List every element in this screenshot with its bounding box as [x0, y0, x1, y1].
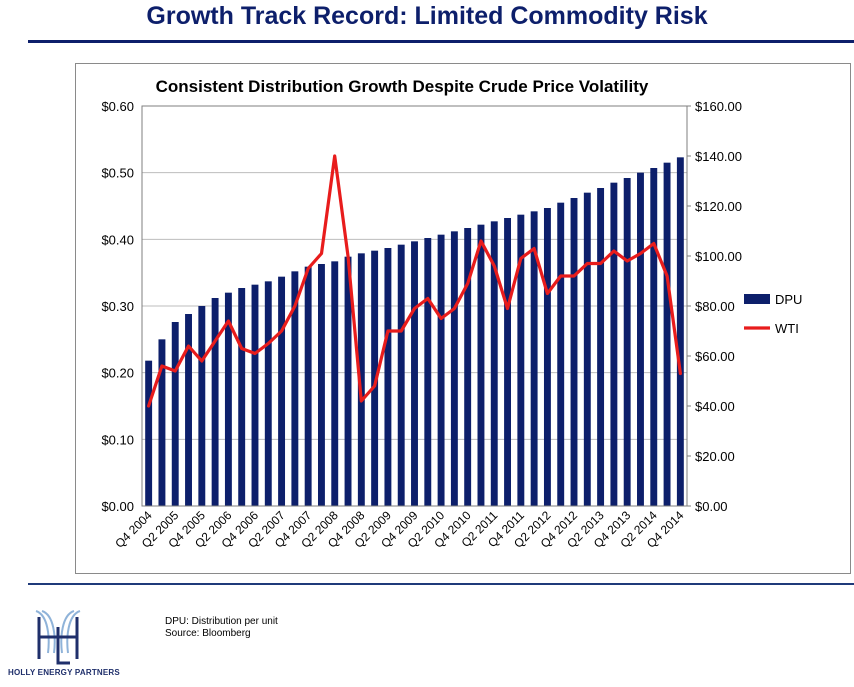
- logo-text: HOLLY ENERGY PARTNERS: [8, 668, 120, 677]
- y-right-tick-label: $120.00: [695, 199, 742, 214]
- footnote-source: Source: Bloomberg: [165, 628, 251, 639]
- dpu-bar: [504, 218, 512, 506]
- dpu-bars: [145, 157, 684, 507]
- y-left-tick-label: $0.10: [101, 432, 134, 447]
- chart-frame: Consistent Distribution Growth Despite C…: [75, 63, 851, 574]
- dpu-bar: [490, 221, 498, 507]
- y-right-tick-label: $80.00: [695, 299, 735, 314]
- dpu-bar: [251, 284, 259, 506]
- legend-wti-label: WTI: [775, 321, 799, 336]
- y-right-tick-label: $40.00: [695, 399, 735, 414]
- footnote-dpu: DPU: Distribution per unit: [165, 616, 278, 627]
- wti-series-line: [146, 154, 683, 408]
- dpu-bar: [477, 224, 485, 506]
- dpu-bar: [637, 172, 644, 506]
- dpu-bar: [238, 288, 246, 506]
- legend: DPU WTI: [744, 292, 802, 336]
- dpu-bar: [610, 182, 618, 506]
- logo-mark-icon: [35, 610, 81, 665]
- wti-line: [146, 154, 683, 408]
- dpu-bar: [557, 202, 565, 506]
- dpu-bar: [171, 322, 179, 506]
- dpu-bar: [371, 250, 379, 506]
- dpu-bar: [530, 211, 538, 507]
- axes: $0.00 $0.10 $0.20 $0.30 $0.40 $0.50 $0.60 $0.00…: [101, 99, 742, 551]
- company-logo: HOLLY ENERGY PARTNERS: [8, 607, 158, 683]
- dpu-bar: [185, 314, 192, 506]
- dpu-bar: [384, 248, 392, 506]
- dpu-bar: [145, 360, 153, 506]
- y-right-tick-label: $20.00: [695, 449, 735, 464]
- dpu-bar: [437, 234, 445, 506]
- dpu-bar: [357, 253, 365, 506]
- dpu-bar: [570, 198, 578, 506]
- dpu-bar: [211, 298, 219, 506]
- footer-divider: [28, 583, 854, 585]
- chart-svg: Consistent Distribution Growth Despite C…: [101, 77, 802, 551]
- title-divider: [28, 40, 854, 43]
- y-right-tick-label: $60.00: [695, 349, 735, 364]
- dpu-bar: [543, 208, 551, 506]
- footnote: DPU: Distribution per unit Source: Bloom…: [165, 616, 278, 640]
- dpu-bar: [278, 276, 286, 506]
- legend-dpu-swatch: [744, 294, 770, 304]
- y-left-tick-label: $0.20: [101, 366, 134, 381]
- dpu-bar: [424, 238, 432, 506]
- y-right-tick-label: $0.00: [695, 499, 728, 514]
- dpu-bar: [676, 157, 684, 506]
- y-left-tick-label: $0.60: [101, 99, 134, 114]
- y-right-tick-label: $100.00: [695, 249, 742, 264]
- y-left-tick-label: $0.40: [101, 232, 134, 247]
- y-left-tick-label: $0.00: [101, 499, 134, 514]
- dpu-bar: [411, 241, 418, 507]
- dpu-bar: [517, 214, 525, 506]
- dpu-bar: [291, 271, 299, 506]
- dpu-bar: [317, 264, 325, 506]
- dpu-bar: [198, 306, 206, 506]
- dpu-bar: [331, 261, 339, 506]
- y-left-tick-label: $0.50: [101, 166, 134, 181]
- plot-area: [141, 105, 688, 507]
- dpu-bar: [264, 281, 272, 506]
- dpu-bar: [597, 188, 605, 506]
- y-left-tick-label: $0.30: [101, 299, 134, 314]
- dpu-bar: [304, 266, 312, 506]
- dpu-bar: [397, 244, 405, 506]
- dpu-bar: [464, 228, 472, 506]
- dpu-bar: [623, 178, 631, 506]
- dpu-bar: [344, 256, 352, 506]
- chart-title: Consistent Distribution Growth Despite C…: [156, 77, 649, 96]
- y-right-tick-label: $160.00: [695, 99, 742, 114]
- dpu-bar: [650, 168, 658, 506]
- slide-title: Growth Track Record: Limited Commodity R…: [146, 2, 708, 30]
- dpu-bar: [450, 231, 458, 507]
- dpu-bar: [224, 292, 232, 506]
- dpu-bar: [663, 162, 671, 506]
- dpu-bar: [158, 339, 166, 506]
- y-right-tick-label: $140.00: [695, 149, 742, 164]
- dpu-bar: [583, 192, 591, 506]
- legend-dpu-label: DPU: [775, 292, 802, 307]
